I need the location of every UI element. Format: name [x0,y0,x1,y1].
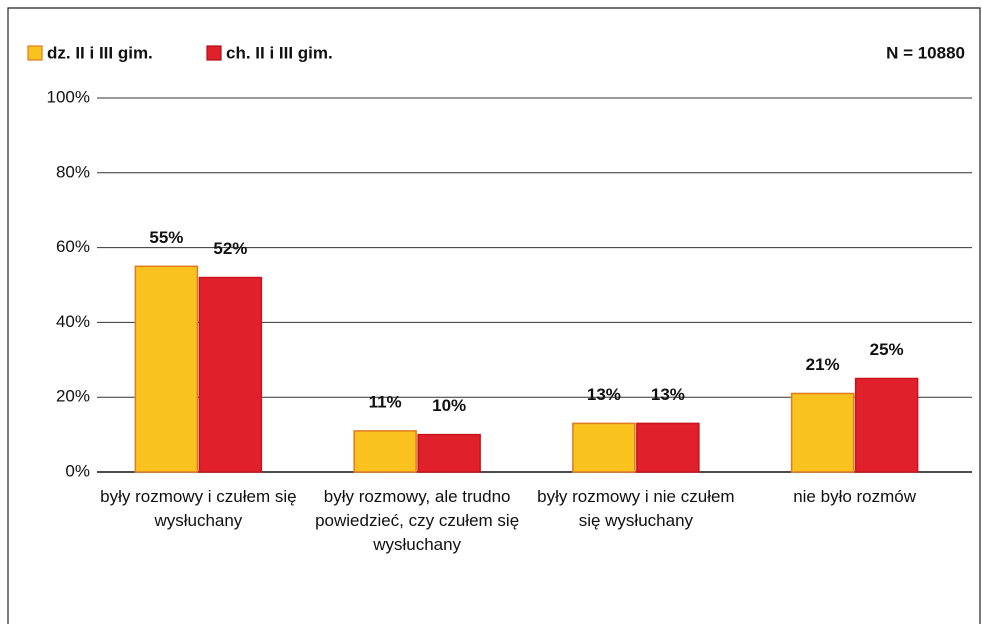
x-tick-label: były rozmowy i nie czułem się wysłuchany [537,487,735,530]
value-label: 55% [149,228,183,247]
x-tick-label: nie było rozmów [793,487,917,506]
frame [7,7,981,624]
sample-size: N = 10880 [886,43,965,62]
y-tick-label: 20% [56,387,90,406]
bar [417,433,481,473]
x-tick-label: były rozmowy i czułem się wysłuchany [100,487,297,530]
y-tick-label: 0% [65,461,90,480]
legend-label: ch. II i III gim. [226,43,333,62]
value-label: 52% [213,239,247,258]
y-tick-label: 60% [56,237,90,256]
legend-swatch [27,45,43,61]
y-tick-label: 100% [47,87,90,106]
bar [353,430,417,473]
x-tick-label: były rozmowy, ale trudno powiedzieć, czy… [315,487,520,554]
bar [572,422,636,473]
bar [854,377,919,473]
value-label: 11% [369,392,402,411]
bar [198,276,263,473]
y-tick-label: 80% [56,162,90,181]
value-label: 13% [651,385,685,404]
bar [636,422,700,473]
value-label: 25% [870,340,904,359]
value-label: 13% [587,385,621,404]
bar [134,265,199,473]
bar [790,392,855,473]
legend-swatch [206,45,222,61]
legend-label: dz. II i III gim. [47,43,153,62]
value-label: 21% [806,355,840,374]
value-label: 10% [432,396,466,415]
y-tick-label: 40% [56,312,90,331]
